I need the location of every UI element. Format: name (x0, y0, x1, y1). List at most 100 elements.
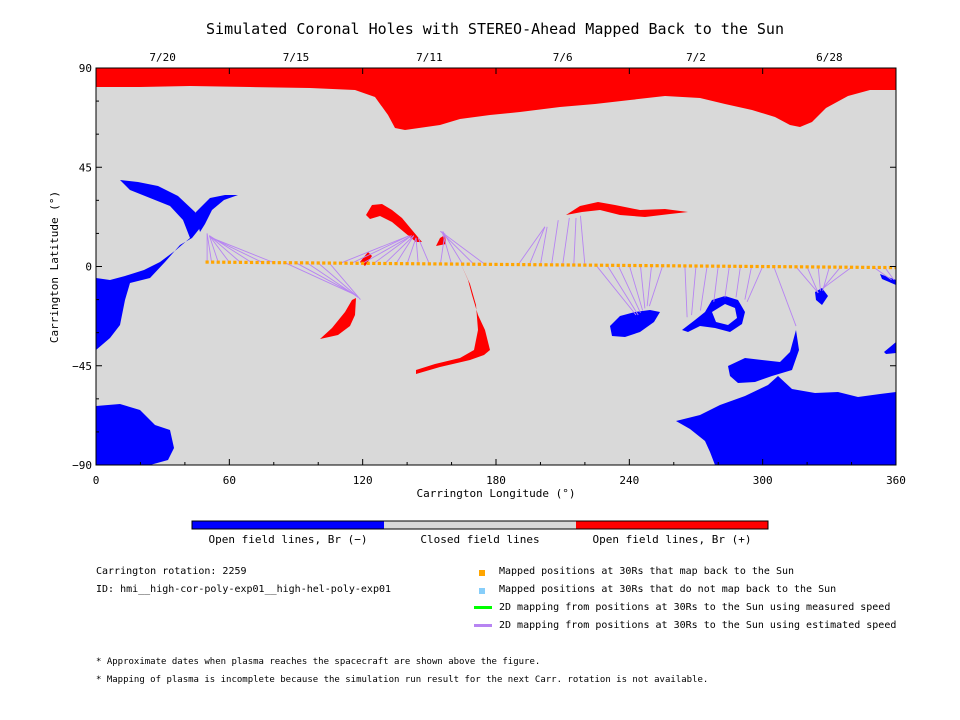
mapped-point-118 (861, 265, 865, 269)
colorbar-closed (384, 521, 576, 529)
mapping-line-38 (639, 265, 646, 309)
equatorial-negative-hole-a (610, 310, 660, 337)
mapping-line-9 (295, 262, 357, 296)
mapped-point-46 (461, 262, 465, 266)
mapped-point-45 (455, 262, 459, 266)
y-axis-ticks: 90 45 0 −45 −90 (72, 62, 896, 472)
mapped-point-3 (222, 260, 226, 264)
mapped-point-56 (516, 262, 520, 267)
mapped-point-53 (499, 262, 504, 267)
mapped-point-47 (466, 262, 470, 266)
mapped-point-81 (655, 264, 659, 268)
run-id: ID: hmi__high-cor-poly-exp01__high-hel-p… (96, 584, 392, 595)
mapping-line-51 (806, 266, 819, 294)
x-tick-label-240: 240 (619, 474, 639, 487)
y-axis-label: Carrington Latitude (°) (48, 190, 61, 344)
mapped-point-94 (727, 264, 731, 268)
mapped-point-5 (233, 260, 237, 264)
mapped-point-88 (694, 264, 698, 268)
mapped-point-120 (872, 265, 876, 270)
mapped-point-10 (261, 260, 265, 265)
mapped-point-55 (511, 262, 515, 267)
mapping-line-1 (206, 233, 213, 263)
mapped-point-57 (522, 263, 526, 267)
mapped-point-110 (816, 265, 820, 269)
mapped-point-48 (472, 262, 476, 266)
mapping-line-13 (340, 235, 410, 264)
mapped-point-108 (805, 265, 809, 269)
south-polar-negative-hole (96, 376, 896, 465)
mapped-point-93 (722, 264, 726, 268)
y-tick-label-4: −90 (72, 459, 92, 472)
south-west-negative-hole (96, 404, 174, 465)
mapping-line-52 (817, 266, 821, 291)
positive-hole-north-b (566, 202, 688, 217)
mapped-point-67 (577, 263, 581, 267)
positive-hole-mid-c (320, 298, 356, 339)
mapped-point-100 (761, 264, 765, 269)
x-axis-ticks: 0 60 120 180 240 300 360 (93, 68, 906, 487)
x-tick-label-120: 120 (353, 474, 373, 487)
mapping-line-23 (442, 233, 452, 265)
mapping-line-8 (284, 262, 357, 296)
mapping-line-19 (406, 237, 417, 264)
mapped-point-80 (649, 264, 654, 268)
top-date-label-3: 7/6 (553, 51, 573, 64)
mapped-point-117 (855, 265, 859, 269)
mapped-point-14 (283, 261, 287, 265)
mapped-point-116 (849, 265, 854, 269)
mapped-point-8 (249, 260, 254, 265)
mapped-point-12 (272, 261, 276, 265)
mapping-line-54 (822, 266, 841, 289)
mapping-line-48 (746, 266, 764, 302)
mapped-point-11 (266, 260, 270, 265)
note-incomplete: * Mapping of plasma is incomplete becaus… (96, 675, 709, 685)
x-tick-label-180: 180 (486, 474, 506, 487)
north-polar-positive-hole (96, 68, 896, 130)
mapped-point-25 (344, 261, 348, 265)
note-dates: * Approximate dates when plasma reaches … (96, 657, 541, 667)
mapping-line-56 (873, 267, 892, 281)
mapped-point-121 (877, 265, 881, 270)
mapped-point-50 (483, 262, 487, 266)
mapping-line-17 (384, 235, 415, 264)
mapped-point-71 (599, 263, 604, 267)
mapped-point-90 (705, 264, 709, 268)
mapped-point-86 (683, 264, 687, 268)
mapped-point-33 (388, 261, 393, 266)
mapped-point-68 (583, 263, 587, 267)
mapped-point-76 (627, 263, 631, 268)
mapped-point-119 (866, 265, 870, 269)
mapped-point-70 (594, 263, 598, 267)
y-tick-label-1: 45 (79, 161, 92, 174)
mapping-line-41 (684, 265, 688, 318)
mapped-point-39 (422, 262, 426, 266)
legend-swatch-estimated (474, 624, 492, 627)
legend-label-mapped: Mapped positions at 30Rs that map back t… (499, 566, 795, 577)
mapping-line-32 (573, 217, 577, 266)
legend-label-measured: 2D mapping from positions at 30Rs to the… (499, 602, 891, 613)
mapped-point-85 (677, 264, 681, 268)
mapping-line-4 (209, 235, 241, 263)
mapping-line-15 (362, 235, 412, 264)
mapped-point-113 (833, 265, 837, 269)
y-tick-label-2: 0 (85, 261, 92, 274)
y-tick-label-3: −45 (72, 360, 92, 373)
mapping-line-10 (306, 262, 359, 298)
top-date-ticks: 7/20 7/15 7/11 7/6 7/2 6/28 (149, 51, 842, 64)
x-tick-label-0: 0 (93, 474, 100, 487)
mapping-line-47 (744, 266, 752, 300)
mapped-point-36 (405, 262, 409, 266)
mapped-point-61 (544, 263, 548, 267)
mapped-point-69 (588, 263, 593, 267)
legend-label-unmapped: Mapped positions at 30Rs that do not map… (499, 584, 837, 595)
top-date-label-1: 7/15 (283, 51, 310, 64)
mapping-line-29 (540, 226, 548, 265)
y-tick-label-0: 90 (79, 62, 92, 75)
mapping-line-14 (351, 235, 410, 264)
colorbar-label-negative: Open field lines, Br (−) (208, 533, 368, 546)
mapped-point-19 (311, 261, 315, 265)
mapped-point-23 (333, 261, 337, 265)
mapping-line-11 (317, 262, 359, 298)
